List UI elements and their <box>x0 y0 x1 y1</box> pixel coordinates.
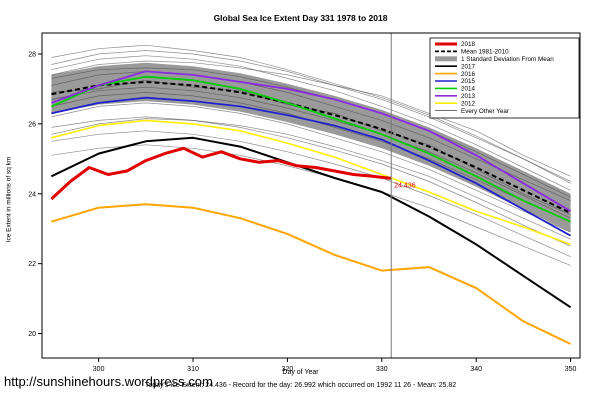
series-other-year <box>51 79 571 216</box>
legend-label: 2014 <box>461 86 476 93</box>
legend-label: 1 Standard Deviation From Mean <box>461 56 554 63</box>
x-tick-label: 300 <box>93 366 105 373</box>
series-2013 <box>51 70 572 212</box>
series-2012 <box>51 119 571 246</box>
x-tick-label: 310 <box>187 366 199 373</box>
series-other-year <box>51 130 571 258</box>
x-tick-label: 320 <box>282 366 294 373</box>
series-2018 <box>50 146 392 201</box>
y-axis-label: Ice Extent in millions of sq km <box>5 156 13 243</box>
legend-label: 2018 <box>461 41 476 48</box>
legend-label: 2015 <box>461 78 476 85</box>
y-tick-label: 28 <box>28 51 36 58</box>
legend-label: 2013 <box>461 93 476 100</box>
series-2014 <box>51 75 571 223</box>
legend-label: 2016 <box>461 71 476 78</box>
y-tick-label: 20 <box>28 331 36 338</box>
x-tick-label: 350 <box>565 366 577 373</box>
legend-label: 2012 <box>461 100 476 107</box>
series-2015 <box>51 96 572 237</box>
x-tick-label: 340 <box>470 366 482 373</box>
series-other-year <box>51 86 571 219</box>
series-other-year <box>51 44 571 182</box>
series-2016 <box>51 203 572 345</box>
source-url: http://sunshinehours.wordpress.com <box>4 374 213 389</box>
series-other-year <box>51 50 571 184</box>
legend-label: 2017 <box>461 63 476 70</box>
series-other-year <box>51 102 571 233</box>
y-tick-label: 24 <box>28 191 36 198</box>
x-tick-label: 330 <box>376 366 388 373</box>
series-other-year <box>51 55 571 191</box>
y-tick-label: 26 <box>28 121 36 128</box>
legend-label: Every Other Year <box>461 108 509 115</box>
series-other-year <box>51 60 571 177</box>
footer-stats: Today's Ice Extent: 24.436 - Record for … <box>144 382 457 389</box>
series-other-year <box>51 118 571 240</box>
today-value-label: 24.436 <box>394 183 416 190</box>
legend-swatch-band <box>435 56 457 62</box>
series-2017 <box>50 136 572 309</box>
y-tick-label: 22 <box>28 261 36 268</box>
plot-border <box>41 32 581 359</box>
chart-title: Global Sea Ice Extent Day 331 1978 to 20… <box>213 13 388 23</box>
series-other-year <box>51 116 571 247</box>
x-axis-label: Day of Year <box>282 369 319 376</box>
legend-label: Mean 1981-2010 <box>461 49 509 56</box>
series-other-year <box>51 144 571 266</box>
series-other-year <box>51 71 571 202</box>
